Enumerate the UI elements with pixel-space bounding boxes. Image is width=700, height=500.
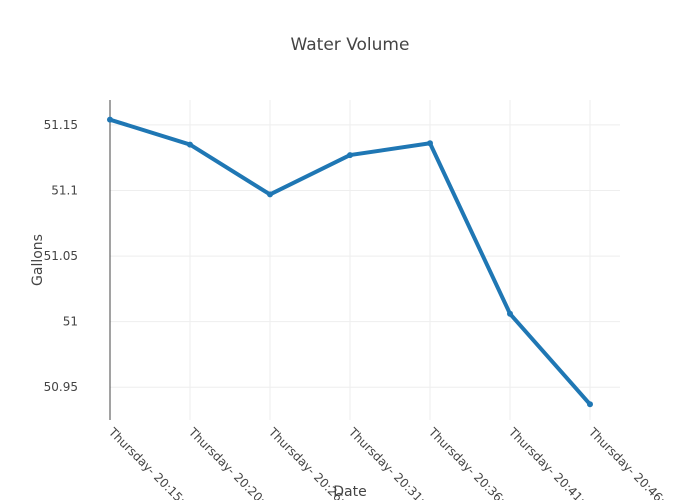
data-point[interactable] <box>347 152 353 159</box>
y-tick-label: 51 <box>63 315 78 329</box>
x-tick-label: Thursday- 20:15:44 <box>105 424 199 500</box>
data-point[interactable] <box>267 191 273 198</box>
data-point[interactable] <box>587 401 593 408</box>
y-tick-label: 51.15 <box>44 118 78 132</box>
y-axis-title: Gallons <box>30 234 46 286</box>
y-tick-label: 51.1 <box>51 183 78 197</box>
x-tick-label: Thursday- 20:20:50 <box>185 424 279 500</box>
data-point[interactable] <box>507 310 513 317</box>
grid-lines <box>110 100 620 420</box>
y-tick-label: 51.05 <box>44 249 78 263</box>
x-axis-title: Date <box>333 484 366 500</box>
x-tick-label: Thursday- 20:41:40 <box>505 424 599 500</box>
x-tick-label: Thursday- 20:46:50 <box>585 424 679 500</box>
chart-title: Water Volume <box>291 35 410 55</box>
data-point[interactable] <box>107 116 113 123</box>
y-tick-label: 50.95 <box>44 380 78 394</box>
x-tick-label: Thursday- 20:36:40 <box>425 424 519 500</box>
series-layer <box>107 116 593 408</box>
data-point[interactable] <box>427 140 433 147</box>
data-point[interactable] <box>187 141 193 148</box>
